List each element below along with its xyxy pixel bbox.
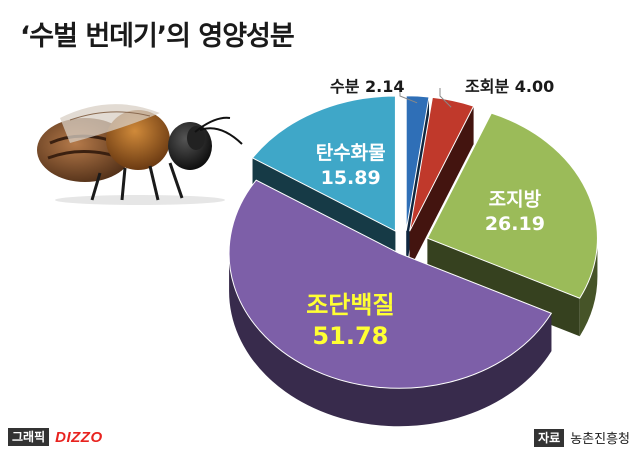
graphic-credit: 그래픽 DIZZO xyxy=(8,428,103,446)
slice-crude-protein-name: 조단백질 xyxy=(306,291,394,319)
slice-crude-protein-value: 51.78 xyxy=(312,322,388,350)
slice-crude-fat-side xyxy=(579,238,598,337)
brand-logo: DIZZO xyxy=(55,428,103,446)
slice-moisture-callout: 수분 2.14 xyxy=(330,77,405,96)
source-tag: 자료 xyxy=(534,428,565,447)
slice-crude-ash-leader xyxy=(439,88,452,108)
slice-crude-ash xyxy=(409,96,475,232)
slice-crude-ash-wall xyxy=(409,106,474,270)
pie-labels: 수분 2.14 조회분 4.00 조지방 26.19 조단백질 51.78 탄수화물 15.8… xyxy=(306,77,554,350)
pie-tops xyxy=(228,95,598,389)
slice-carbohydrate xyxy=(251,95,396,232)
slice-crude-protein-side xyxy=(229,253,552,427)
slice-crude-ash-callout: 조회분 4.00 xyxy=(465,77,554,96)
slice-crude-protein xyxy=(228,179,553,389)
source-name: 농촌진흥청 xyxy=(570,432,630,447)
slice-crude-fat-name: 조지방 xyxy=(489,188,542,210)
chart-title: ‘수벌 번데기’의 영양성분 xyxy=(20,21,295,52)
slice-crude-fat-value: 26.19 xyxy=(485,213,545,235)
slice-moisture-leader xyxy=(399,88,418,104)
slice-carbohydrate-name: 탄수화물 xyxy=(316,142,386,164)
slice-crude-fat xyxy=(426,112,598,299)
slice-carbohydrate-value: 15.89 xyxy=(321,167,381,189)
slice-moisture xyxy=(405,95,430,231)
source-credit: 자료 농촌진흥청 xyxy=(534,428,630,447)
graphic-tag: 그래픽 xyxy=(8,428,50,446)
bee-icon xyxy=(37,104,243,205)
